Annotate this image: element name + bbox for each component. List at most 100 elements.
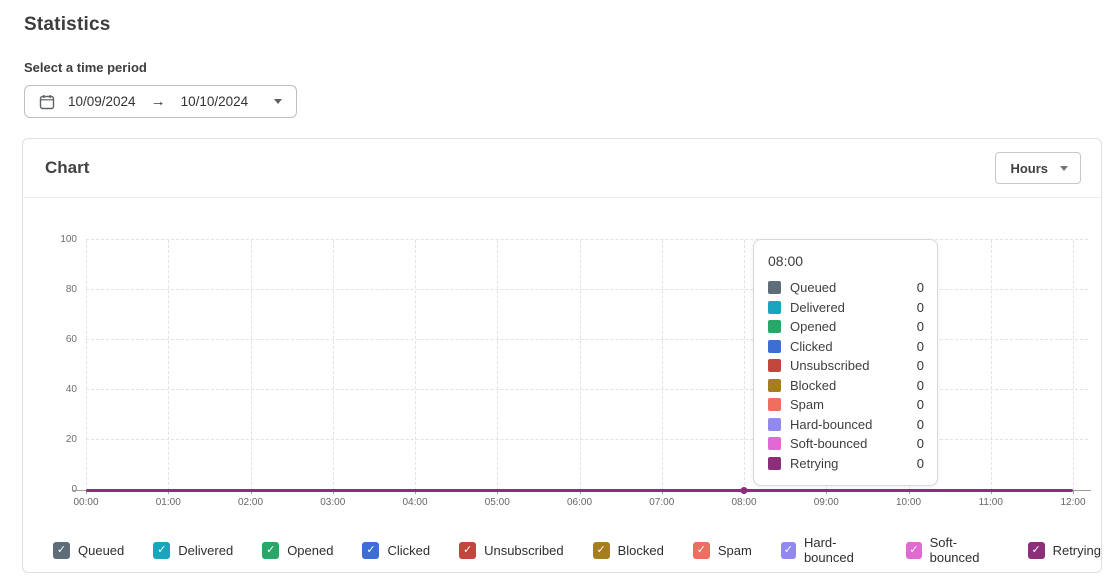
series-color-swatch [768,456,781,470]
checkbox-checked-icon: ✓ [592,541,610,559]
tooltip-series-label: Spam [790,397,824,413]
checkbox-checked-icon: ✓ [780,541,796,559]
tooltip-series-value: 0 [916,280,924,296]
grid-line-vertical [497,240,499,490]
x-axis-tick [1073,490,1074,494]
page-title: Statistics [24,14,111,35]
legend-label: Clicked [387,542,431,558]
grid-line-horizontal [86,239,1088,240]
x-axis-label: 07:00 [649,497,675,508]
legend-item-queued[interactable]: ✓ Queued [53,541,125,559]
legend-label: Hard-bounced [803,535,854,565]
start-date-value[interactable]: 10/09/2024 [68,94,136,109]
tooltip-series-label: Blocked [790,377,837,393]
chart-card: Chart Hours 02040608010000:0001:0002:000… [22,138,1102,573]
x-axis-tick [826,490,828,494]
tooltip-series-value: 0 [916,377,924,393]
card-divider [23,197,1101,198]
time-period-label: Select a time period [24,60,147,75]
x-axis-label: 10:00 [895,497,922,508]
x-axis-label: 12:00 [1060,497,1086,508]
legend-item-hard-bounced[interactable]: ✓ Hard-bounced [780,535,878,565]
chart-legend: ✓ Queued ✓ Delivered ✓ Opened ✓ Clicked ✓ Unsubsc… [53,535,1101,565]
tooltip-series-label: Delivered [790,299,845,315]
y-axis-label: 40 [65,384,77,395]
x-axis-tick [497,490,499,494]
grid-line-vertical [86,240,87,490]
caret-down-icon [274,99,282,104]
checkbox-checked-icon: ✓ [459,541,477,559]
tooltip-series-label: Soft-bounced [790,436,868,452]
date-range-picker[interactable]: 10/09/2024 → 10/10/2024 [24,85,297,118]
interval-value: Hours [1010,160,1048,176]
legend-item-opened[interactable]: ✓ Opened [262,541,334,559]
x-axis-label: 08:00 [731,497,757,508]
tooltip-series-label: Retrying [790,455,839,471]
x-axis-label: 02:00 [237,497,264,508]
tooltip-series-value: 0 [916,397,924,413]
chart-plot-area[interactable]: 0 20 40 60 80 100 00:00 01:00 02:00 03:00 04:00 05:… [60,234,1091,508]
tooltip-row: Spam 0 [768,395,924,415]
grid-line-vertical [415,240,416,490]
hover-point-dot [740,487,748,494]
legend-item-unsubscribed[interactable]: ✓ Unsubscribed [459,541,564,559]
grid-line-horizontal [86,439,1088,440]
grid-line-vertical [168,240,170,490]
series-color-swatch [768,281,781,295]
legend-label: Opened [287,542,334,558]
end-date-value[interactable]: 10/10/2024 [180,94,249,109]
x-axis-tick [990,490,992,494]
legend-label: Unsubscribed [484,542,564,558]
series-color-swatch [768,339,781,353]
grid-line-vertical [332,240,334,490]
checkbox-checked-icon: ✓ [362,541,380,559]
legend-item-spam[interactable]: ✓ Spam [692,541,752,559]
tooltip-series-label: Unsubscribed [790,358,870,374]
checkbox-checked-icon: ✓ [1027,541,1045,559]
grid-line-horizontal [86,389,1088,390]
x-axis-tick [332,490,334,494]
tooltip-series-value: 0 [916,338,924,354]
series-color-swatch [768,378,781,392]
tooltip-row: Delivered 0 [768,298,924,318]
x-axis-tick [168,490,170,494]
x-axis-label: 09:00 [813,497,839,508]
x-axis-tick [86,490,87,494]
legend-label: Delivered [178,542,234,558]
legend-label: Spam [717,542,752,558]
grid-line-vertical [661,240,663,490]
tooltip-row: Retrying 0 [768,454,924,474]
tooltip-series-value: 0 [916,416,924,432]
x-axis-tick [579,490,581,494]
x-axis-tick [908,490,910,494]
x-axis-label: 05:00 [484,497,510,508]
series-color-swatch [768,417,781,431]
series-line [86,489,1073,492]
tooltip-series-value: 0 [916,319,924,335]
legend-item-retrying[interactable]: ✓ Retrying [1027,541,1101,559]
legend-item-soft-bounced[interactable]: ✓ Soft-bounced [906,535,998,565]
series-color-swatch [768,437,781,451]
chart-title: Chart [45,158,90,177]
legend-item-blocked[interactable]: ✓ Blocked [592,541,664,559]
checkbox-checked-icon: ✓ [153,541,171,559]
calendar-icon [39,94,55,110]
grid-line-vertical [1073,240,1074,490]
tooltip-row: Blocked 0 [768,376,924,396]
y-axis-label: 100 [60,234,77,245]
legend-item-delivered[interactable]: ✓ Delivered [153,541,234,559]
tooltip-series-value: 0 [916,299,924,315]
tooltip-series-value: 0 [916,455,924,471]
tooltip-row: Unsubscribed 0 [768,356,924,376]
tooltip-series-value: 0 [916,436,924,452]
tooltip-series-label: Queued [790,280,837,296]
legend-item-clicked[interactable]: ✓ Clicked [362,541,431,559]
legend-label: Queued [78,542,125,558]
tooltip-series-value: 0 [916,358,924,374]
x-axis-tick [661,490,663,494]
interval-dropdown[interactable]: Hours [995,152,1081,184]
y-axis-label: 0 [71,484,77,495]
legend-label: Soft-bounced [929,535,980,565]
x-axis-label: 01:00 [155,497,181,508]
